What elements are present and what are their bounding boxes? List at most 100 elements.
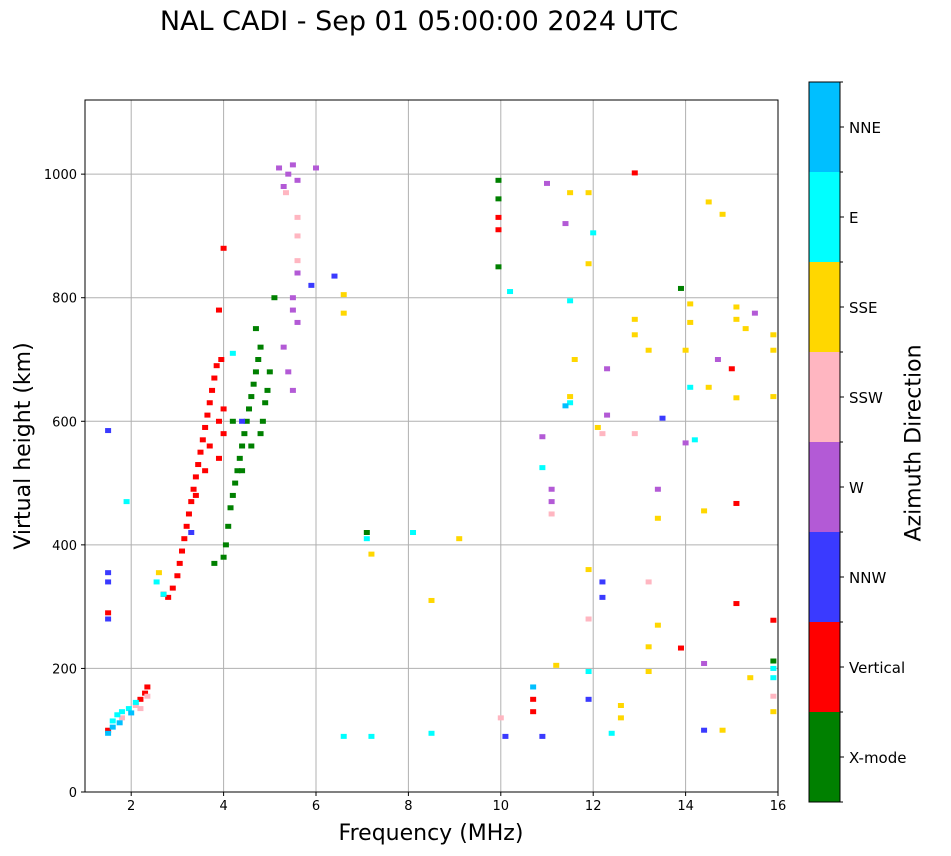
data-point-vertical [495,227,502,233]
colorbar-category-label: X-mode [849,749,906,767]
data-point-ssw [497,715,504,721]
data-point-sse [585,567,592,573]
data-point-x-mode [239,468,246,474]
data-point-vertical [195,462,202,468]
data-point-nnw [308,282,315,288]
data-point-nnw [659,415,666,421]
data-point-ssw [645,579,652,585]
data-point-vertical [183,523,190,529]
data-point-x-mode [243,418,250,424]
data-point-x-mode [262,400,269,406]
data-point-vertical [197,449,204,455]
data-point-vertical [220,245,227,251]
data-point-x-mode [677,285,684,291]
data-point-vertical [215,455,222,461]
data-point-sse [631,332,638,338]
data-point-vertical [144,684,151,690]
data-point-sse [742,326,749,332]
data-point-x-mode [211,560,218,566]
data-point-sse [585,261,592,267]
data-point-sse [617,703,624,708]
data-point-e [539,465,546,471]
data-point-vertical [220,431,227,437]
data-point-ssw [137,706,144,712]
data-point-e [132,699,139,705]
data-point-x-mode [257,431,264,437]
x-tick-label: 12 [585,799,602,814]
data-point-w [604,412,611,418]
grid-lines [85,100,779,793]
data-point-sse [368,551,375,557]
data-point-x-mode [222,542,229,548]
data-point-nne [128,710,135,716]
data-point-e [109,718,116,724]
data-point-e [153,579,160,585]
data-point-x-mode [271,295,278,301]
data-point-nnw [701,727,708,733]
data-point-sse [654,622,661,628]
data-point-w [294,270,301,276]
data-point-ssw [631,431,638,437]
colorbar-category-label: E [849,209,858,227]
data-point-vertical [206,400,213,406]
data-point-x-mode [264,387,271,393]
data-point-nnw [239,418,246,424]
data-point-w [548,486,555,492]
data-point-w [714,357,721,362]
colorbar-frame [808,81,841,803]
data-point-vertical [190,486,197,492]
data-point-x-mode [252,369,259,375]
data-point-x-mode [495,196,502,202]
data-point-e [118,709,125,715]
data-point-vertical [192,474,199,480]
data-point-e [687,384,694,390]
plot-frame [84,99,779,793]
data-point-vertical [185,511,192,517]
data-point-x-mode [225,523,232,529]
data-point-sse [631,316,638,322]
data-point-vertical [202,424,209,430]
data-point-sse [705,384,712,390]
data-point-x-mode [232,480,239,486]
data-point-x-mode [241,431,248,437]
data-point-x-mode [236,455,243,461]
data-point-x-mode [252,326,259,332]
data-point-e [123,499,130,505]
data-point-w [280,184,287,189]
data-point-e [114,712,121,718]
data-point-nne [105,730,112,736]
data-point-e [410,530,417,535]
data-point-ssw [599,431,606,437]
data-point-vertical [181,536,188,542]
chart-title: NAL CADI - Sep 01 05:00:00 2024 UTC [159,6,679,37]
data-point-ssw [294,258,301,264]
data-point-vertical [188,499,195,505]
data-point-vertical [165,594,172,600]
data-point-x-mode [248,443,255,449]
data-point-nnw [188,530,195,535]
data-point-x-mode [259,418,266,424]
y-tick-label: 600 [52,415,77,430]
x-tick-label: 4 [219,799,227,814]
x-tick-label: 6 [312,799,320,814]
colorbar-segment [809,172,840,262]
colorbar-segment [809,622,840,712]
data-point-w [539,434,546,440]
data-point-e [691,437,698,443]
data-point-e [125,706,132,712]
data-point-sse [770,709,777,715]
data-point-w [294,319,301,325]
data-point-w [280,344,287,350]
data-point-vertical [169,585,176,591]
data-point-vertical [733,601,740,607]
data-point-nnw [599,594,606,600]
y-tick-label: 1000 [44,168,77,183]
data-point-sse [733,395,740,401]
data-point-e [428,730,435,736]
data-point-sse [456,536,463,542]
data-point-ssw [282,190,289,196]
data-point-sse [571,357,578,362]
data-point-w [285,171,292,177]
data-point-vertical [209,387,216,393]
